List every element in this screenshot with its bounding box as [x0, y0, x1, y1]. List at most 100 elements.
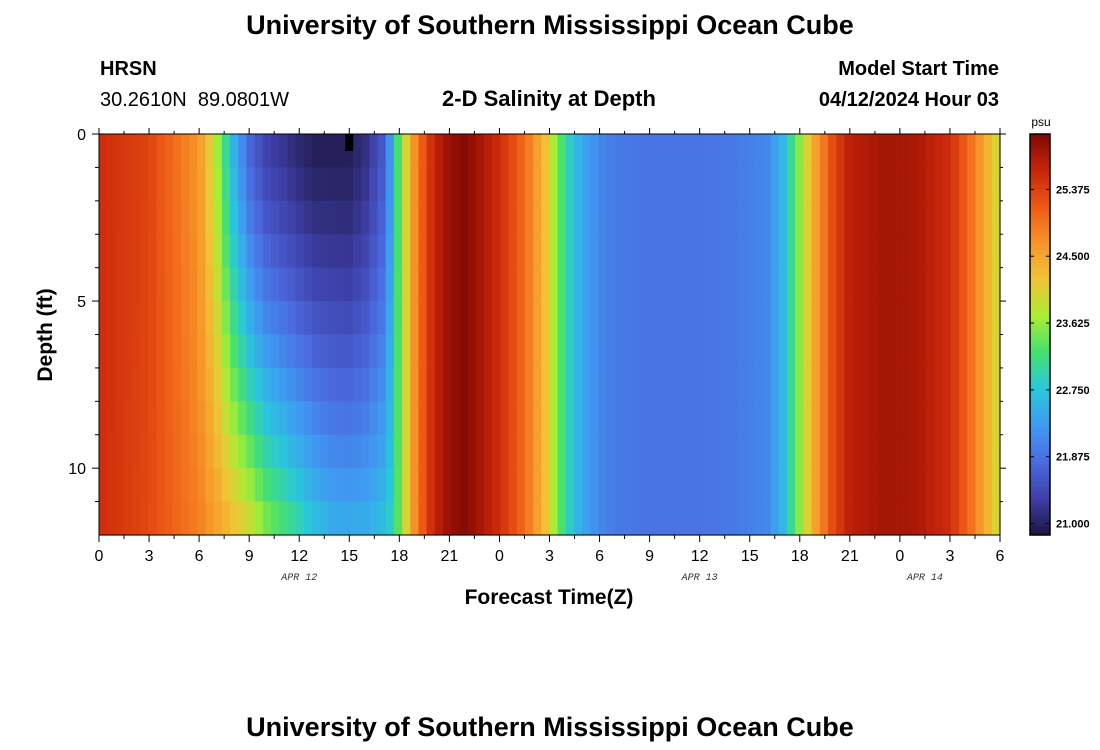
heatmap-cell [418, 434, 428, 469]
heatmap-cell [385, 501, 395, 536]
heatmap-cell [959, 167, 968, 202]
heatmap-cell [639, 200, 649, 235]
heatmap-cell [352, 301, 362, 336]
heatmap-cell [713, 200, 723, 235]
heatmap-cell [762, 468, 772, 503]
heatmap-cell [934, 167, 944, 202]
heatmap-cell [418, 401, 428, 436]
heatmap-cell [320, 401, 329, 436]
heatmap-cell [426, 267, 436, 302]
heatmap-cell [991, 401, 1001, 436]
heatmap-cell [336, 234, 346, 269]
heatmap-cell [541, 267, 551, 302]
heatmap-cell [402, 167, 411, 202]
heatmap-cell [557, 334, 567, 369]
heatmap-cell [541, 367, 551, 402]
heatmap-cell [565, 167, 575, 202]
heatmap-cell [344, 301, 354, 336]
heatmap-cell [729, 301, 739, 336]
heatmap-cell [770, 434, 780, 469]
heatmap-cell [746, 501, 755, 536]
heatmap-cell [983, 200, 993, 235]
heatmap-cell [696, 301, 706, 336]
heatmap-cell [598, 234, 608, 269]
heatmap-cell [893, 200, 903, 235]
heatmap-cell [574, 134, 583, 169]
heatmap-cell [615, 334, 624, 369]
heatmap-cell [549, 434, 559, 469]
heatmap-cell [475, 301, 485, 336]
heatmap-cell [189, 501, 198, 536]
heatmap-cell [107, 267, 116, 302]
heatmap-cell [328, 301, 338, 336]
heatmap-cell [205, 134, 215, 169]
heatmap-cell [844, 134, 854, 169]
heatmap-cell [852, 301, 862, 336]
heatmap-cell [213, 200, 223, 235]
heatmap-cell [631, 401, 641, 436]
heatmap-cell [451, 267, 460, 302]
heatmap-cell [787, 367, 796, 402]
heatmap-cell [574, 401, 583, 436]
heatmap-cell [901, 167, 911, 202]
heatmap-cell [582, 167, 592, 202]
heatmap-cell [426, 434, 436, 469]
heatmap-cell [819, 334, 829, 369]
heatmap-cell [352, 468, 362, 503]
heatmap-cell [590, 501, 600, 536]
heatmap-cell [107, 134, 116, 169]
heatmap-cell [574, 167, 583, 202]
heatmap-cell [156, 267, 166, 302]
heatmap-cell [148, 134, 157, 169]
heatmap-cell [524, 468, 534, 503]
heatmap-cell [336, 468, 346, 503]
heatmap-cell [246, 334, 256, 369]
heatmap-cell [467, 301, 477, 336]
heatmap-cell [721, 401, 731, 436]
heatmap-cell [795, 401, 805, 436]
heatmap-cell [115, 401, 125, 436]
heatmap-cell [803, 234, 813, 269]
heatmap-cell [877, 167, 886, 202]
heatmap-cell [688, 434, 698, 469]
heatmap-cell [991, 367, 1001, 402]
heatmap-cell [254, 334, 264, 369]
heatmap-cell [991, 134, 1001, 169]
heatmap-cell [475, 134, 485, 169]
heatmap-cell [565, 367, 575, 402]
heatmap-cell [778, 434, 788, 469]
heatmap-cell [115, 501, 125, 536]
heatmap-cell [991, 267, 1001, 302]
heatmap-cell [918, 434, 927, 469]
heatmap-cell [860, 434, 870, 469]
heatmap-cell [328, 134, 338, 169]
heatmap-cell [737, 134, 747, 169]
heatmap-cell [754, 501, 764, 536]
heatmap-cell [680, 234, 690, 269]
heatmap-cell [631, 134, 641, 169]
heatmap-cell [311, 301, 321, 336]
heatmap-cell [369, 167, 379, 202]
heatmap-cell [754, 434, 764, 469]
heatmap-cell [516, 434, 526, 469]
heatmap-cell [926, 167, 936, 202]
heatmap-cell [459, 401, 469, 436]
heatmap-cell [352, 434, 362, 469]
y-axis-title: Depth (ft) [34, 288, 57, 381]
heatmap-cell [705, 367, 714, 402]
heatmap-cell [729, 334, 739, 369]
heatmap-cell [123, 267, 133, 302]
heatmap-cell [991, 301, 1001, 336]
heatmap-cell [877, 267, 886, 302]
heatmap-cell [336, 401, 346, 436]
heatmap-cell [139, 434, 149, 469]
heatmap-cell [975, 200, 985, 235]
heatmap-cell [893, 167, 903, 202]
heatmap-cell [197, 267, 207, 302]
heatmap-cell [901, 134, 911, 169]
heatmap-cell [230, 501, 239, 536]
heatmap-cell [565, 434, 575, 469]
heatmap-cell [279, 167, 288, 202]
heatmap-cell [827, 401, 837, 436]
